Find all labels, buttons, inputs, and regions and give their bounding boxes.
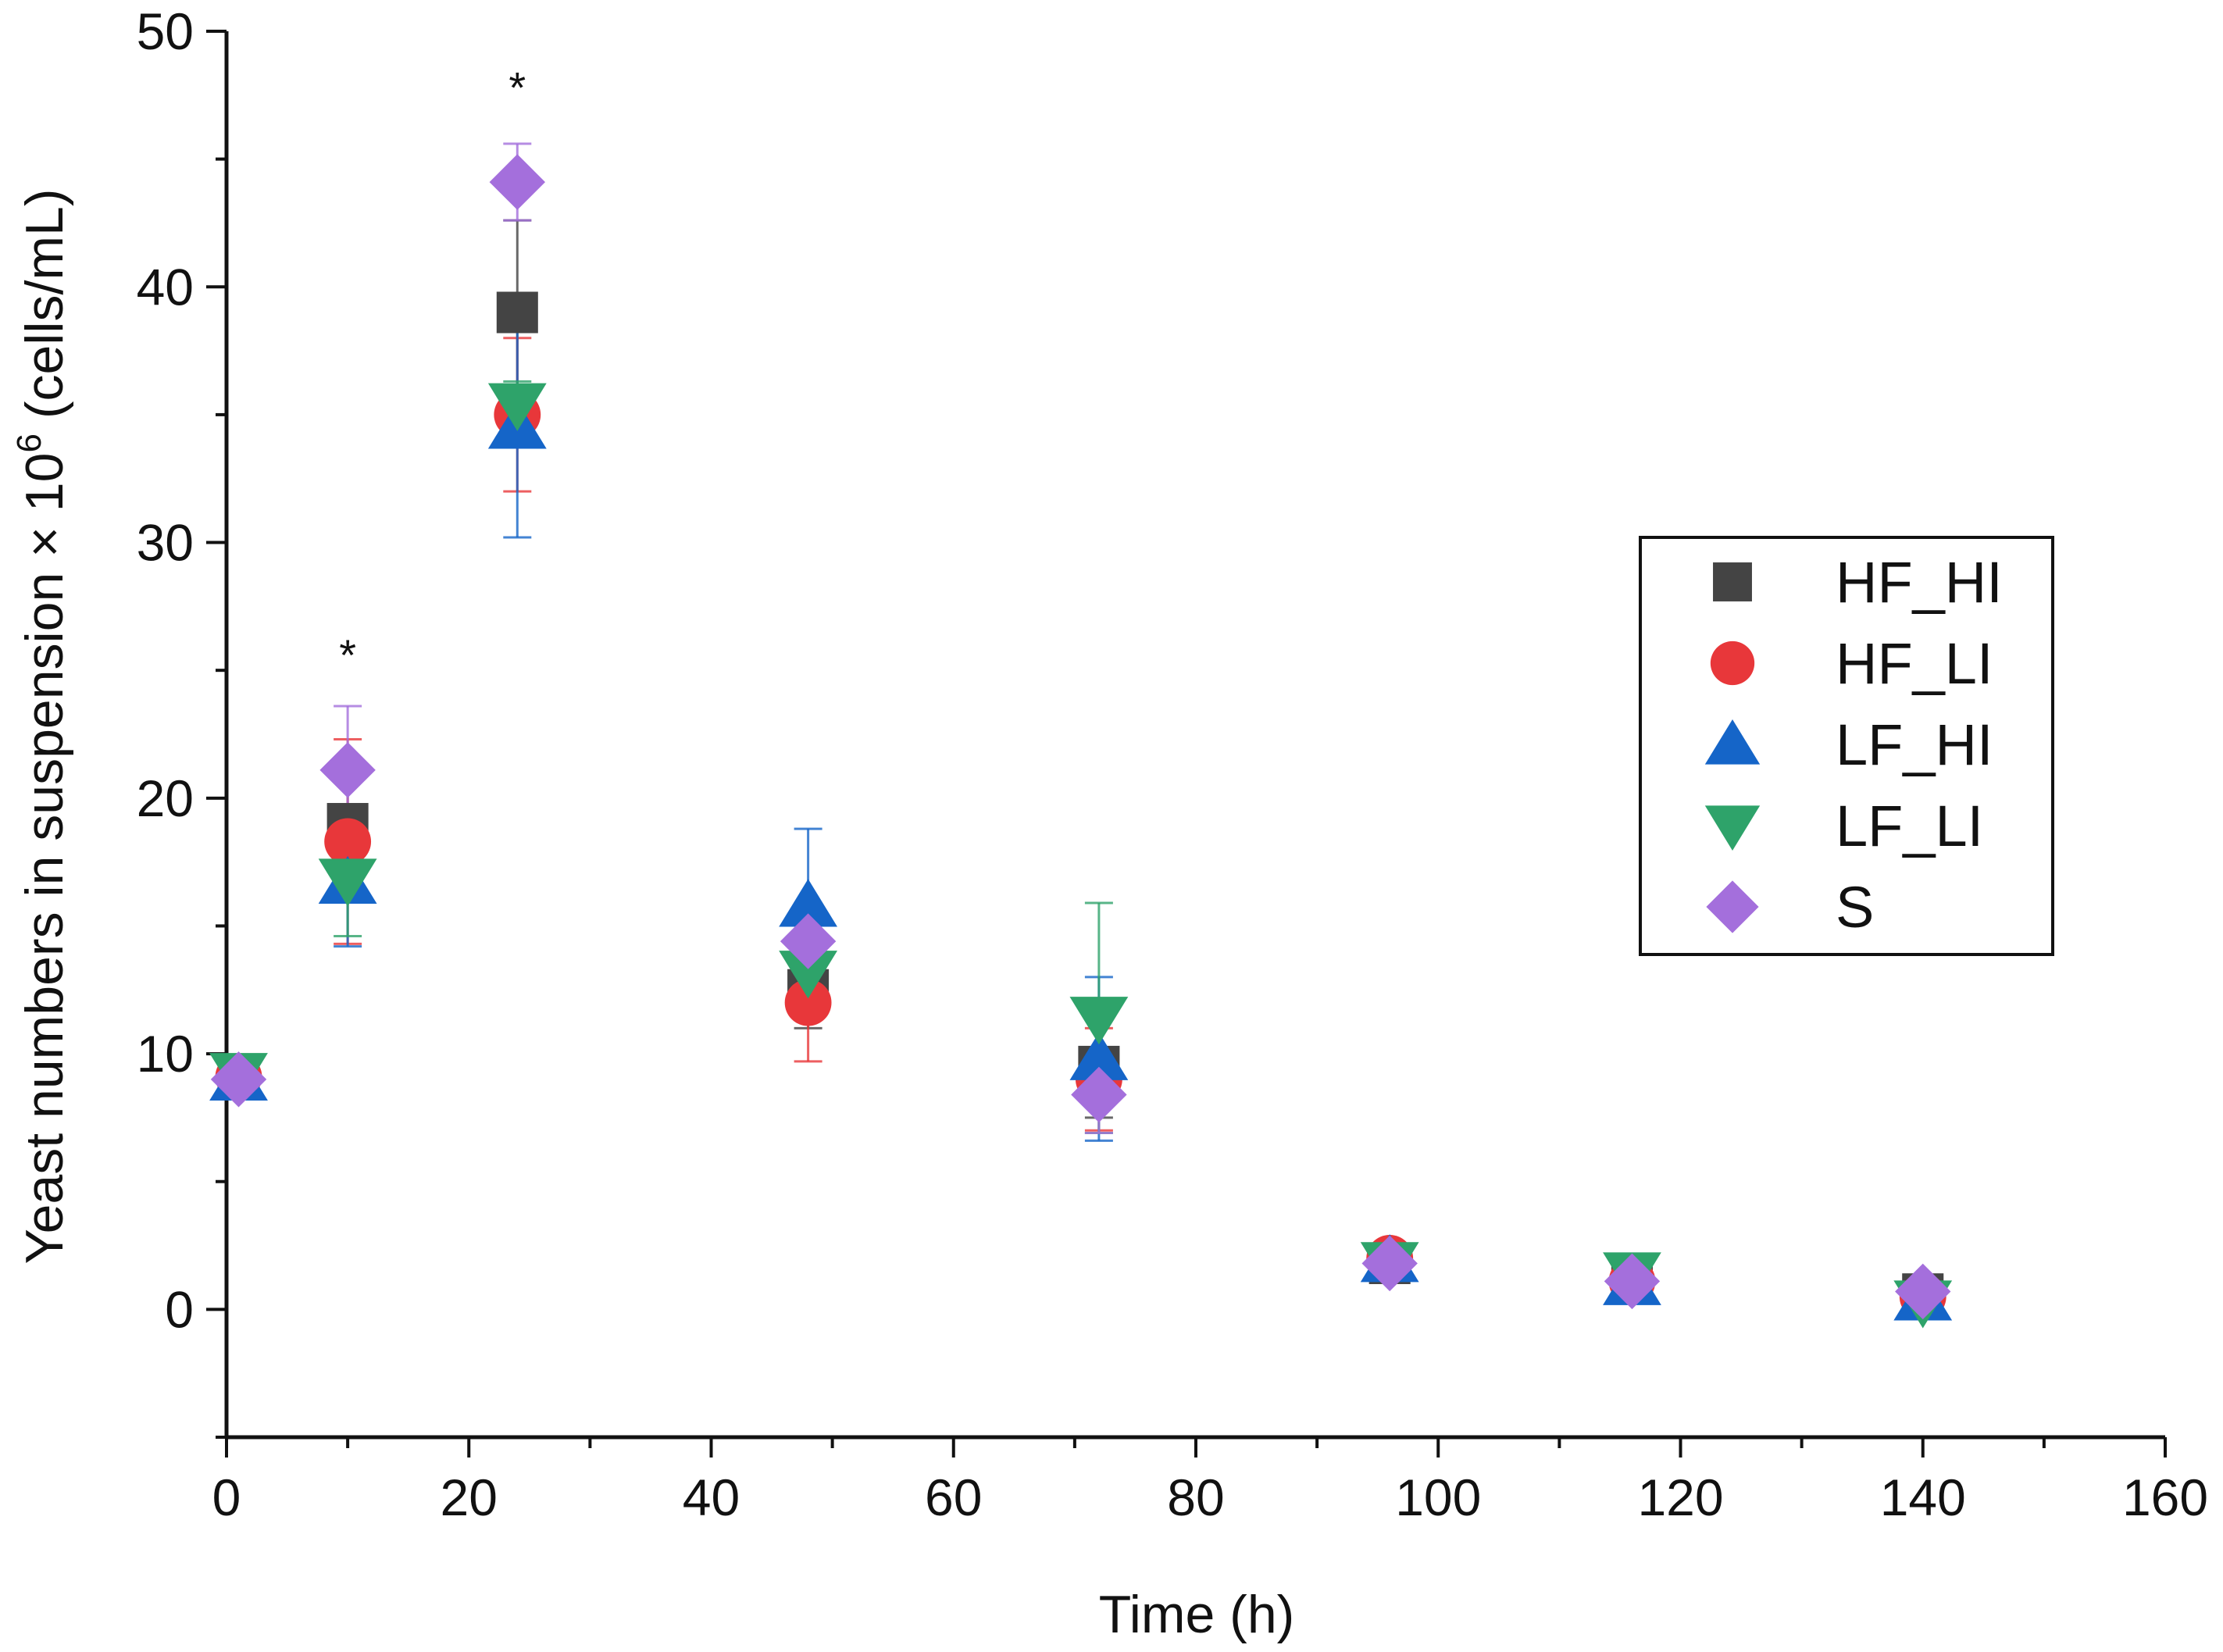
data-point-lf-hi — [1069, 1032, 1129, 1080]
x-tick-label: 0 — [212, 1468, 241, 1526]
y-axis-title-exponent: 6 — [10, 434, 48, 452]
y-axis-title: Yeast numbers in suspension × 106 (cells… — [10, 188, 74, 1264]
legend-label-lf-li: LF_LI — [1836, 794, 1983, 858]
x-axis-title: Time (h) — [1099, 1585, 1295, 1644]
x-tick-label: 160 — [2122, 1468, 2208, 1526]
legend: HF_HI HF_LI LF_HI LF_LI S — [1639, 536, 2054, 956]
y-tick-label: 20 — [137, 769, 194, 827]
data-point-s — [489, 154, 545, 210]
y-tick-label: 50 — [137, 2, 194, 60]
data-point-lf-li — [1069, 997, 1129, 1045]
data-markers — [209, 154, 1953, 1329]
data-point-lf-li — [487, 383, 547, 431]
y-tick-label: 10 — [137, 1025, 194, 1083]
x-tick-label: 20 — [441, 1468, 498, 1526]
data-point-s — [780, 913, 837, 969]
y-tick-label: 40 — [137, 258, 194, 316]
data-point-lf-hi — [779, 879, 837, 927]
data-point-s — [1895, 1263, 1951, 1320]
x-tick-label: 140 — [1880, 1468, 1966, 1526]
data-point-hf-li — [784, 979, 832, 1026]
data-point-hf-hi — [496, 291, 538, 334]
data-point-s — [210, 1051, 267, 1108]
axis-ticks: 0 20 40 60 80 100 120 140 160 0 10 20 30 40 50 — [137, 2, 2208, 1526]
significance-annotations: ** — [339, 63, 526, 680]
legend-items: HF_HI HF_LI LF_HI LF_LI S — [1704, 550, 2003, 940]
x-tick-label: 120 — [1637, 1468, 1723, 1526]
legend-marker-s — [1706, 880, 1759, 933]
data-point-hf-li — [324, 818, 372, 865]
data-point-s — [1361, 1235, 1418, 1292]
legend-label-hf-hi: HF_HI — [1836, 550, 2003, 615]
data-point-s — [319, 742, 376, 798]
legend-marker-hf-li — [1710, 640, 1755, 686]
y-axis-title-main: Yeast numbers in suspension × 10 — [15, 453, 74, 1265]
significance-asterisk: * — [508, 63, 526, 112]
legend-marker-hf-hi — [1713, 562, 1752, 601]
legend-frame — [1639, 536, 2054, 956]
data-point-s — [1071, 1066, 1127, 1123]
x-tick-label: 40 — [683, 1468, 740, 1526]
x-tick-label: 60 — [925, 1468, 982, 1526]
x-tick-label: 80 — [1167, 1468, 1224, 1526]
legend-marker-lf-hi — [1704, 719, 1761, 765]
legend-label-hf-li: HF_LI — [1836, 631, 1993, 696]
legend-label-lf-hi: LF_HI — [1836, 712, 1993, 777]
data-point-lf-li — [318, 858, 377, 907]
data-point-lf-li — [779, 951, 837, 999]
data-point-s — [1604, 1253, 1661, 1310]
y-tick-label: 0 — [165, 1280, 194, 1338]
y-axis-title-unit: (cells/mL) — [15, 188, 74, 434]
y-tick-label: 30 — [137, 514, 194, 572]
legend-label-s: S — [1836, 875, 1874, 940]
significance-asterisk: * — [339, 630, 356, 680]
legend-marker-lf-li — [1704, 805, 1761, 851]
x-tick-label: 100 — [1395, 1468, 1481, 1526]
